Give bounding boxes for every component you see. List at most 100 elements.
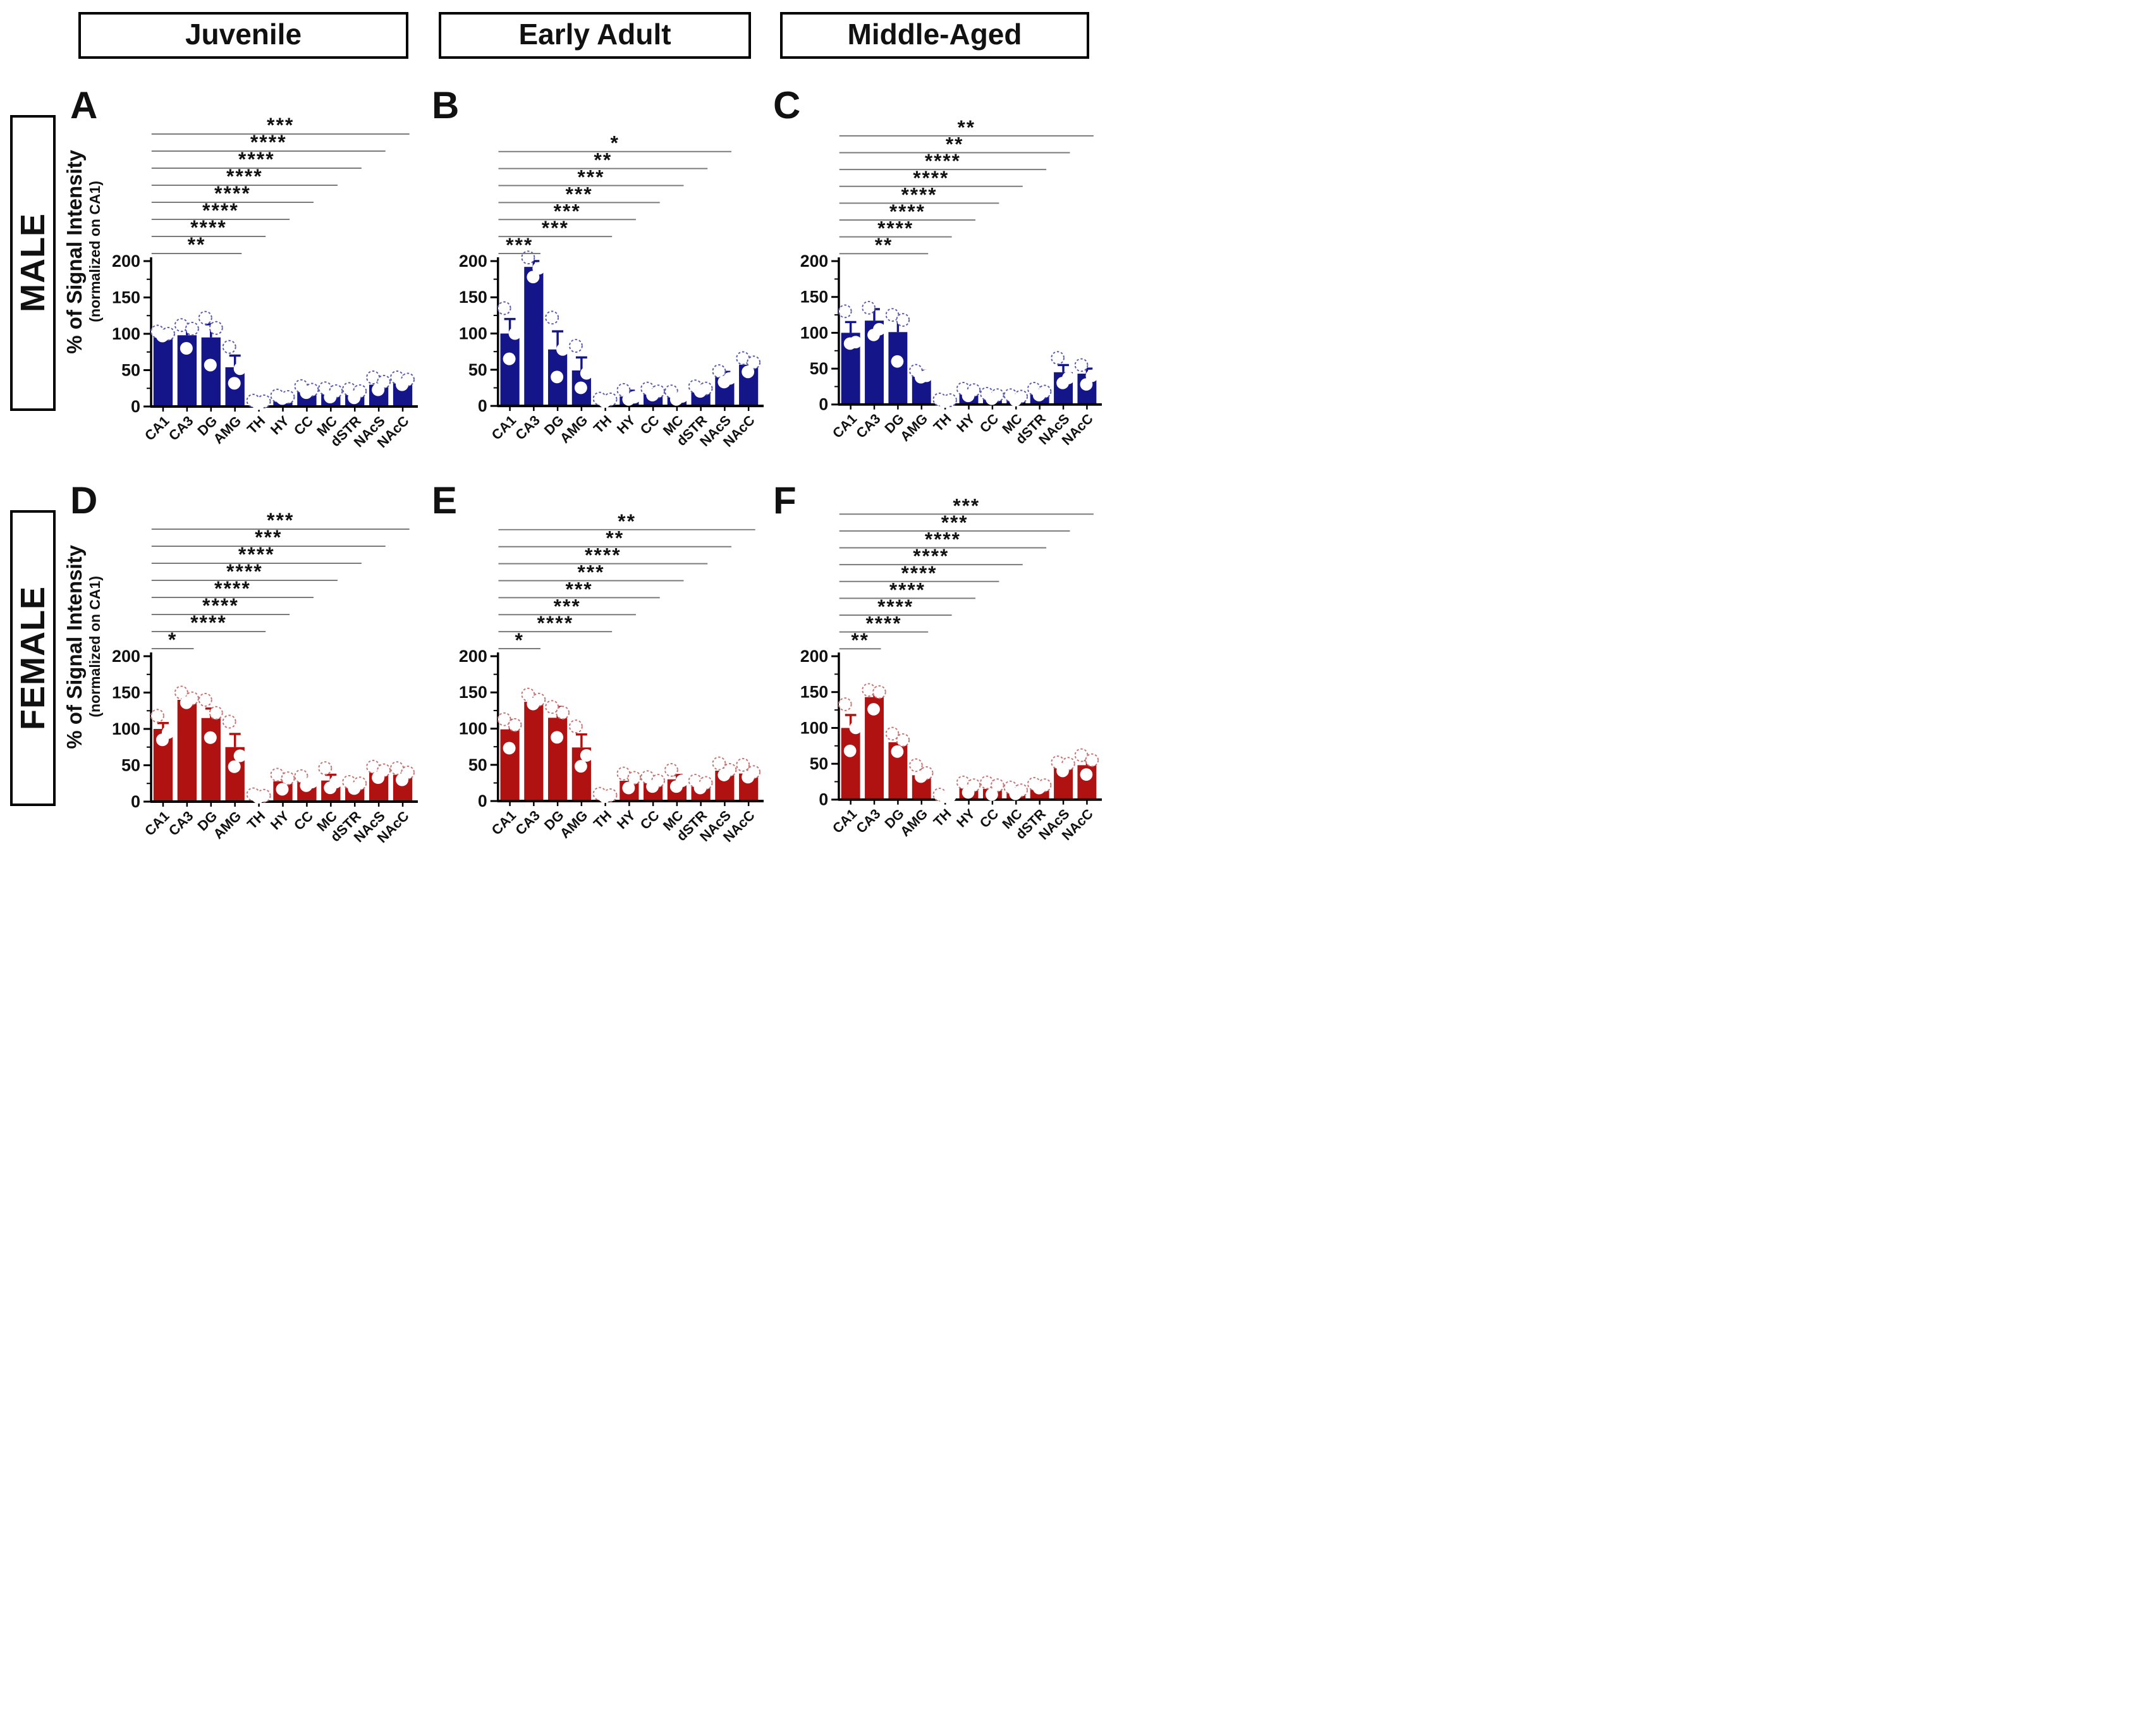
svg-text:CA1: CA1 xyxy=(142,808,173,839)
svg-text:CC: CC xyxy=(291,413,316,438)
y-axis-title-male: % of Signal Intensity (normalized on CA1… xyxy=(63,81,104,422)
svg-text:HY: HY xyxy=(953,410,978,435)
svg-text:CA3: CA3 xyxy=(512,412,543,443)
svg-text:0: 0 xyxy=(819,395,828,414)
svg-text:HY: HY xyxy=(267,413,293,438)
panel-letter-A: A xyxy=(70,84,98,126)
svg-text:150: 150 xyxy=(459,288,487,307)
svg-text:150: 150 xyxy=(800,683,828,702)
row-label-cell-male: MALE xyxy=(3,65,63,460)
y-axis-title-text: % of Signal Intensity xyxy=(63,149,86,354)
svg-text:CA1: CA1 xyxy=(829,805,860,836)
svg-text:100: 100 xyxy=(459,324,487,343)
panel-F: F 0 50 100 150 200 CA1 CA3 DG AMG TH HY CC MC dSTR NAc… xyxy=(766,460,1104,855)
panel-letter-F: F xyxy=(773,479,797,522)
female-label: FEMALE xyxy=(13,585,52,730)
y-axis-subtitle-text: (normalized on CA1) xyxy=(87,181,103,322)
column-header-juvenile: Juvenile xyxy=(78,11,409,59)
svg-text:200: 200 xyxy=(112,252,140,271)
svg-text:CA3: CA3 xyxy=(166,413,197,444)
svg-text:100: 100 xyxy=(112,324,140,343)
svg-text:200: 200 xyxy=(800,252,828,271)
svg-text:50: 50 xyxy=(468,360,487,379)
svg-text:AMG: AMG xyxy=(210,808,244,842)
female-label-box: FEMALE xyxy=(9,510,56,806)
svg-text:CA3: CA3 xyxy=(853,805,883,836)
panel-A: A % of Signal Intensity (normalized on C… xyxy=(63,65,424,460)
svg-text:150: 150 xyxy=(459,683,487,702)
svg-text:**: ** xyxy=(618,510,636,532)
panel-B: B 0 50 100 150 200 CA1 CA3 DG AMG TH HY CC MC dSTR NAc… xyxy=(424,65,766,460)
svg-text:200: 200 xyxy=(459,647,487,666)
svg-text:CC: CC xyxy=(291,808,316,833)
svg-text:TH: TH xyxy=(590,807,614,831)
svg-text:TH: TH xyxy=(244,413,268,437)
svg-text:0: 0 xyxy=(478,396,487,415)
panel-letter-E: E xyxy=(432,479,458,522)
column-header-middle-aged: Middle-Aged xyxy=(779,11,1090,59)
svg-text:CA1: CA1 xyxy=(142,413,173,444)
svg-text:HY: HY xyxy=(953,805,978,830)
svg-text:CC: CC xyxy=(977,805,1002,831)
row-label-cell-female: FEMALE xyxy=(3,460,63,855)
column-header-early-adult: Early Adult xyxy=(439,11,751,59)
male-label: MALE xyxy=(13,213,52,312)
svg-text:HY: HY xyxy=(614,412,638,437)
panel-E: E 0 50 100 150 200 CA1 CA3 DG AMG TH HY CC MC dSTR NAc… xyxy=(424,460,766,855)
svg-text:***: *** xyxy=(267,114,294,137)
svg-text:TH: TH xyxy=(244,808,268,832)
svg-text:200: 200 xyxy=(800,647,828,666)
svg-text:TH: TH xyxy=(931,410,955,434)
svg-text:CA1: CA1 xyxy=(489,412,520,443)
svg-text:200: 200 xyxy=(459,252,487,271)
svg-text:50: 50 xyxy=(121,756,140,775)
svg-text:50: 50 xyxy=(810,754,829,773)
column-header-cell: Juvenile xyxy=(63,5,424,65)
svg-text:CA1: CA1 xyxy=(829,410,860,441)
male-label-box: MALE xyxy=(9,114,56,411)
svg-text:TH: TH xyxy=(590,412,614,436)
svg-text:150: 150 xyxy=(112,288,140,307)
figure: Juvenile Early Adult Middle-Aged MALE A … xyxy=(0,0,1106,868)
panel-letter-C: C xyxy=(773,84,801,126)
svg-text:50: 50 xyxy=(810,359,829,378)
svg-text:AMG: AMG xyxy=(897,410,931,444)
svg-text:100: 100 xyxy=(800,718,828,737)
svg-text:CC: CC xyxy=(637,807,663,833)
y-axis-title-female: % of Signal Intensity (normalized on CA1… xyxy=(63,476,104,817)
svg-text:AMG: AMG xyxy=(557,412,591,446)
svg-text:0: 0 xyxy=(131,397,140,416)
svg-text:CA3: CA3 xyxy=(853,410,883,441)
svg-text:*: * xyxy=(515,628,523,651)
svg-text:AMG: AMG xyxy=(557,807,591,841)
panel-letter-B: B xyxy=(432,84,460,126)
svg-text:*: * xyxy=(168,628,177,651)
svg-text:200: 200 xyxy=(112,647,140,666)
svg-text:0: 0 xyxy=(131,792,140,811)
panel-letter-D: D xyxy=(70,479,98,522)
svg-text:TH: TH xyxy=(931,805,955,829)
svg-text:HY: HY xyxy=(614,807,638,832)
svg-text:0: 0 xyxy=(819,790,828,809)
svg-text:CC: CC xyxy=(977,410,1002,436)
svg-text:100: 100 xyxy=(459,719,487,738)
svg-text:50: 50 xyxy=(468,755,487,774)
svg-text:***: *** xyxy=(267,509,294,532)
y-axis-title-text: % of Signal Intensity xyxy=(63,544,86,749)
corner-spacer xyxy=(3,5,63,65)
svg-text:150: 150 xyxy=(112,683,140,702)
svg-text:**: ** xyxy=(958,116,976,138)
svg-text:HY: HY xyxy=(267,808,293,833)
svg-text:CC: CC xyxy=(637,412,663,437)
svg-text:50: 50 xyxy=(121,361,140,380)
svg-text:CA3: CA3 xyxy=(166,808,197,839)
svg-text:CA3: CA3 xyxy=(512,807,543,838)
svg-text:150: 150 xyxy=(800,288,828,307)
svg-text:AMG: AMG xyxy=(897,805,931,839)
svg-text:*: * xyxy=(611,131,620,154)
